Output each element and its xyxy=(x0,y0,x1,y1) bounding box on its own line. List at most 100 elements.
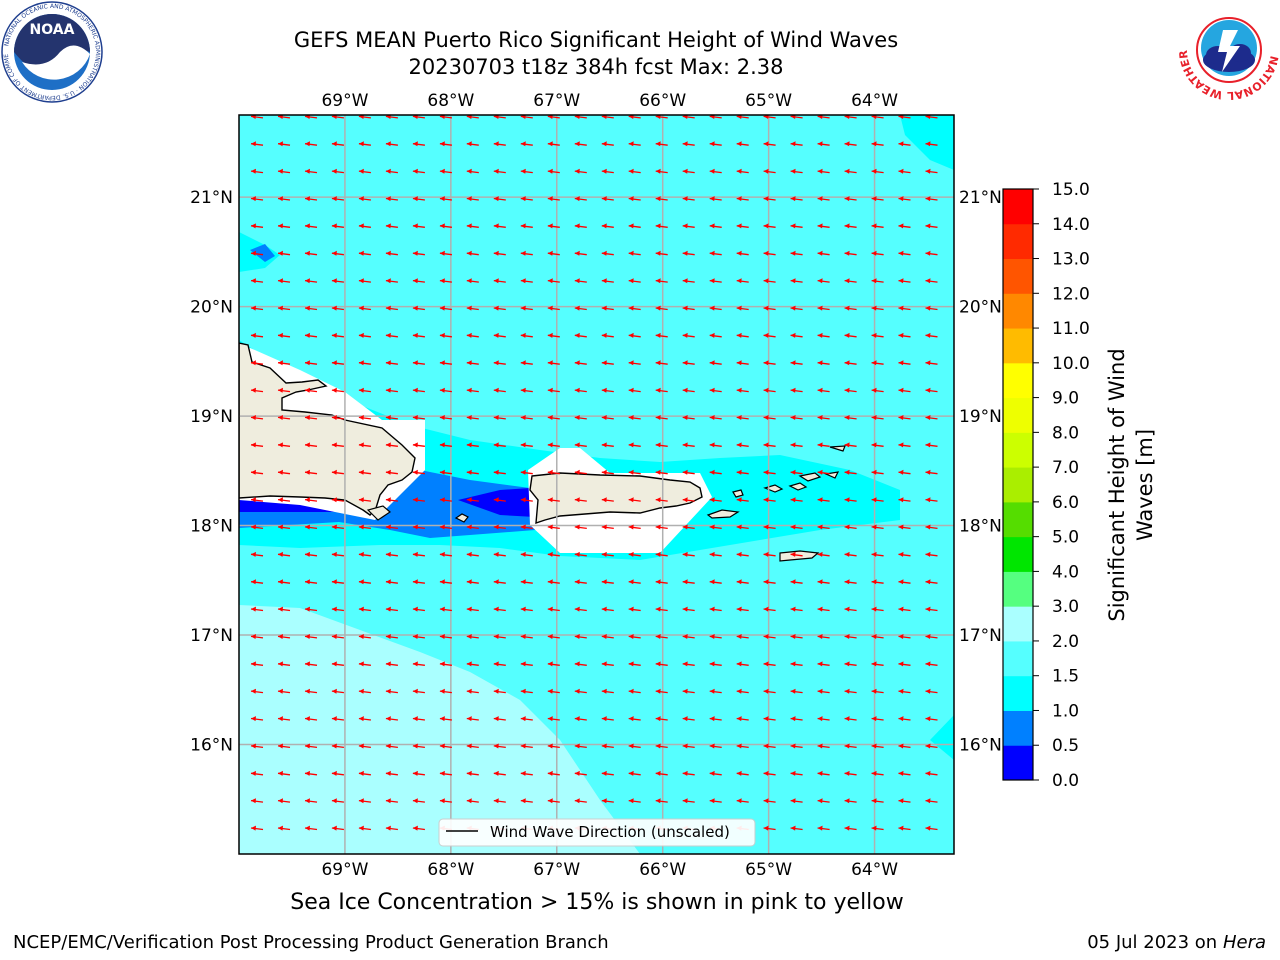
wave-arrow xyxy=(466,716,479,722)
wave-arrow xyxy=(898,551,911,557)
wave-arrow xyxy=(277,798,291,804)
wave-arrow xyxy=(439,223,452,229)
wave-arrow xyxy=(466,551,479,557)
wave-arrow xyxy=(466,688,479,694)
colorbar-segment-1 xyxy=(1003,710,1033,746)
wave-arrow xyxy=(709,223,722,229)
wave-arrow xyxy=(385,115,398,120)
wave-arrow xyxy=(763,497,776,503)
wave-arrow xyxy=(628,661,641,667)
wave-arrow xyxy=(385,798,398,804)
lat-label-right-3: 18°N xyxy=(959,517,1002,537)
wave-arrow xyxy=(709,606,722,612)
wave-arrow xyxy=(682,250,695,256)
wave-arrow xyxy=(628,168,641,174)
wave-arrow xyxy=(844,716,857,722)
wave-arrow xyxy=(790,387,803,393)
wave-arrow xyxy=(520,168,533,174)
wave-arrow xyxy=(250,688,264,694)
wave-arrow xyxy=(439,606,452,612)
wave-arrow xyxy=(763,332,776,338)
wave-arrow xyxy=(682,798,695,804)
wave-arrow xyxy=(844,606,857,612)
wave-arrow xyxy=(763,168,776,174)
wave-arrow xyxy=(277,770,291,776)
wave-arrow xyxy=(682,196,695,202)
wave-arrow xyxy=(925,250,938,256)
wave-arrow xyxy=(628,551,641,557)
wave-arrow xyxy=(574,415,587,420)
wave-arrow xyxy=(358,360,371,366)
wave-arrow xyxy=(358,442,371,448)
wave-arrow xyxy=(898,360,911,366)
wave-arrow xyxy=(304,743,318,749)
wave-arrow xyxy=(466,661,479,667)
wave-arrow xyxy=(358,825,371,831)
wave-arrow xyxy=(358,250,371,256)
wave-arrow xyxy=(250,305,264,311)
wave-arrow xyxy=(466,497,479,503)
wave-arrow xyxy=(601,415,614,420)
wave-arrow xyxy=(466,415,479,420)
wave-arrow xyxy=(628,141,641,147)
wave-arrow xyxy=(385,551,398,557)
colorbar-segment-4 xyxy=(1003,606,1033,642)
wave-arrow xyxy=(817,387,830,393)
wave-arrow xyxy=(817,115,830,120)
wave-arrow xyxy=(790,141,803,147)
wave-arrow xyxy=(925,332,938,338)
wave-arrow xyxy=(790,115,803,120)
wave-arrow xyxy=(601,497,614,503)
lat-labels-right: 21°N 20°N 19°N 18°N 17°N 16°N xyxy=(959,188,1002,755)
wave-arrow xyxy=(385,716,398,722)
lon-label-top-2: 67°W xyxy=(533,91,580,111)
wave-arrow xyxy=(385,332,398,338)
wave-arrow xyxy=(331,115,344,120)
wave-arrow xyxy=(331,196,344,202)
lon-label-bottom-2: 67°W xyxy=(533,860,580,880)
wave-arrow xyxy=(682,579,695,585)
wave-arrow xyxy=(925,305,938,311)
wave-arrow xyxy=(250,332,264,338)
wave-arrow xyxy=(682,168,695,174)
wave-arrow xyxy=(898,141,911,147)
wave-arrow xyxy=(358,798,371,804)
colorbar-tick-label-10: 8.0 xyxy=(1052,423,1079,443)
wave-arrow xyxy=(709,524,722,530)
wave-arrow xyxy=(655,634,668,639)
wave-arrow xyxy=(493,196,506,202)
wave-arrow xyxy=(925,524,938,530)
colorbar-tick-label-2: 1.0 xyxy=(1052,701,1079,721)
wave-arrow xyxy=(682,387,695,393)
wave-arrow xyxy=(790,798,803,804)
wave-arrow xyxy=(358,524,371,530)
wave-arrow xyxy=(709,551,722,557)
wave-arrow xyxy=(736,469,749,475)
wave-arrow xyxy=(871,497,884,503)
wave-arrow xyxy=(763,196,776,202)
wave-arrow xyxy=(412,524,425,530)
wave-arrow xyxy=(790,278,803,284)
wave-arrow xyxy=(547,798,560,804)
wave-arrow xyxy=(574,798,587,804)
wave-arrow xyxy=(682,606,695,612)
lon-label-bottom-5: 64°W xyxy=(851,860,898,880)
wave-arrow xyxy=(439,360,452,366)
wave-arrow xyxy=(547,716,560,722)
wave-arrow xyxy=(709,250,722,256)
wave-arrow xyxy=(358,415,371,420)
wave-arrow xyxy=(250,716,264,722)
wave-arrow xyxy=(682,634,695,639)
wave-arrow xyxy=(763,524,776,530)
wave-arrow xyxy=(412,551,425,557)
wave-arrow xyxy=(574,497,587,503)
wave-arrow xyxy=(763,634,776,639)
wave-arrow xyxy=(925,360,938,366)
wave-arrow xyxy=(358,469,371,475)
wave-arrow xyxy=(628,770,641,776)
wave-arrow xyxy=(925,551,938,557)
wave-arrow xyxy=(493,223,506,229)
wave-arrow xyxy=(817,278,830,284)
wave-arrow xyxy=(682,469,695,475)
wave-arrow xyxy=(898,278,911,284)
